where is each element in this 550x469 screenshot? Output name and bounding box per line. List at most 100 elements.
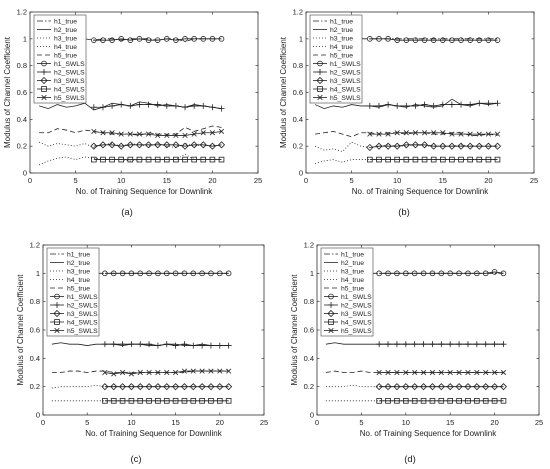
- data-point-h3_SWLS: [437, 383, 445, 391]
- x-tick-label: 10: [127, 418, 135, 427]
- data-point-h5_SWLS: [367, 131, 373, 137]
- series-h5_SWLS: [376, 369, 507, 376]
- series-h3_SWLS: [90, 141, 226, 150]
- data-point-h2_SWLS: [458, 101, 465, 108]
- data-point-h1_SWLS: [146, 270, 152, 277]
- chart-panel-2: 0 5 10 15 20 25 0 0.2 0.4 0.6 0.8 1 1.2 No. of Traini…: [279, 8, 538, 219]
- data-point-h3_SWLS: [484, 142, 492, 150]
- data-point-h1_SWLS: [449, 37, 455, 43]
- data-point-h1_SWLS: [494, 37, 501, 43]
- legend-label: h1_SWLS: [341, 294, 372, 301]
- legend-marker-h3_SWLS: [40, 76, 48, 85]
- data-point-h1_SWLS: [128, 270, 135, 277]
- data-point-h2_SWLS: [163, 341, 170, 348]
- data-point-h5_SWLS: [118, 131, 124, 137]
- data-point-h1_SWLS: [119, 270, 126, 277]
- data-point-h1_SWLS: [145, 37, 152, 43]
- data-point-h2_SWLS: [172, 342, 179, 349]
- series-h2_SWLS: [366, 100, 501, 109]
- y-tick-label: 0: [36, 411, 40, 420]
- data-point-h1_SWLS: [458, 37, 464, 43]
- y-axis-label: Modulus of Channel Coefficient: [16, 274, 25, 386]
- data-point-h3_SWLS: [402, 141, 410, 149]
- data-point-h4_SWLS: [225, 398, 232, 404]
- series-h1_SWLS: [367, 36, 501, 43]
- data-point-h4_SWLS: [145, 156, 152, 163]
- x-tick-label: 25: [254, 176, 262, 185]
- data-point-h5_SWLS: [438, 369, 444, 376]
- y-tick-label: 0.4: [304, 354, 314, 363]
- data-point-h3_SWLS: [225, 383, 233, 391]
- legend-marker-h5_SWLS: [54, 327, 60, 334]
- data-point-h4_SWLS: [137, 398, 144, 404]
- x-tick-label: 15: [446, 418, 454, 427]
- legend-label: h3_SWLS: [54, 78, 85, 85]
- data-point-h5_SWLS: [218, 128, 225, 134]
- legend-label: h5_SWLS: [330, 95, 361, 102]
- data-point-h2_SWLS: [182, 104, 189, 111]
- x-axis-label: No. of Training Sequence for Downlink: [360, 429, 498, 438]
- legend-marker-h3_SWLS: [316, 76, 324, 85]
- data-point-h5_SWLS: [155, 132, 161, 139]
- data-point-h3_SWLS: [419, 383, 428, 391]
- data-point-h4_SWLS: [155, 398, 161, 404]
- data-point-h2_SWLS: [429, 341, 436, 348]
- data-point-h5_SWLS: [111, 371, 117, 377]
- data-point-h5_SWLS: [456, 369, 462, 376]
- data-point-h3_SWLS: [199, 141, 207, 149]
- data-point-h3_SWLS: [208, 142, 216, 150]
- data-point-h1_SWLS: [385, 36, 391, 42]
- y-tick-label: 0.6: [30, 326, 40, 335]
- legend-label: h2_true: [54, 27, 77, 34]
- data-point-h5_SWLS: [119, 369, 126, 376]
- data-point-h1_SWLS: [376, 36, 382, 42]
- data-point-h2_SWLS: [128, 341, 135, 348]
- data-point-h4_SWLS: [376, 398, 382, 404]
- data-point-h1_SWLS: [420, 270, 427, 277]
- data-point-h2_SWLS: [500, 341, 507, 348]
- data-point-h2_SWLS: [476, 100, 483, 107]
- legend-label: h3_true: [330, 35, 353, 42]
- data-point-h5_SWLS: [146, 369, 152, 376]
- data-point-h4_SWLS: [128, 398, 135, 404]
- data-point-h2_SWLS: [191, 102, 198, 109]
- data-point-h2_SWLS: [385, 101, 392, 108]
- data-point-h3_SWLS: [411, 141, 420, 149]
- data-point-h5_SWLS: [447, 369, 453, 376]
- data-point-h3_SWLS: [181, 142, 189, 150]
- data-point-h4_SWLS: [456, 398, 462, 404]
- data-point-h4_SWLS: [181, 398, 188, 404]
- data-point-h4_SWLS: [403, 156, 410, 163]
- data-point-h2_SWLS: [438, 341, 445, 348]
- data-point-h1_SWLS: [485, 37, 492, 43]
- data-point-h5_SWLS: [476, 131, 482, 137]
- series-h3_SWLS: [101, 383, 233, 391]
- data-point-h1_SWLS: [439, 37, 446, 43]
- data-point-h3_SWLS: [482, 383, 490, 391]
- data-point-h3_SWLS: [466, 142, 474, 150]
- series-h5_SWLS: [367, 130, 501, 137]
- series-line-h1_SWLS: [93, 38, 222, 41]
- data-point-h3_SWLS: [446, 383, 454, 391]
- legend-marker-h1_SWLS: [328, 293, 334, 300]
- data-point-h4_SWLS: [136, 156, 143, 163]
- x-tick-label: 25: [260, 418, 268, 427]
- data-point-h2_SWLS: [199, 342, 206, 349]
- data-point-h2_SWLS: [163, 102, 170, 109]
- data-point-h3_SWLS: [90, 142, 98, 150]
- data-point-h1_SWLS: [191, 36, 197, 42]
- data-point-h4_SWLS: [110, 398, 117, 404]
- data-point-h5_SWLS: [465, 369, 471, 376]
- data-point-h4_SWLS: [119, 398, 126, 404]
- data-point-h1_SWLS: [200, 36, 207, 42]
- data-point-h5_SWLS: [226, 368, 232, 374]
- data-point-h2_SWLS: [482, 341, 489, 348]
- data-point-h5_SWLS: [128, 371, 134, 377]
- data-point-h4_SWLS: [163, 156, 170, 163]
- data-point-h1_SWLS: [154, 37, 161, 43]
- data-point-h4_SWLS: [458, 156, 464, 163]
- data-point-h4_SWLS: [208, 398, 214, 404]
- data-point-h2_SWLS: [200, 102, 207, 109]
